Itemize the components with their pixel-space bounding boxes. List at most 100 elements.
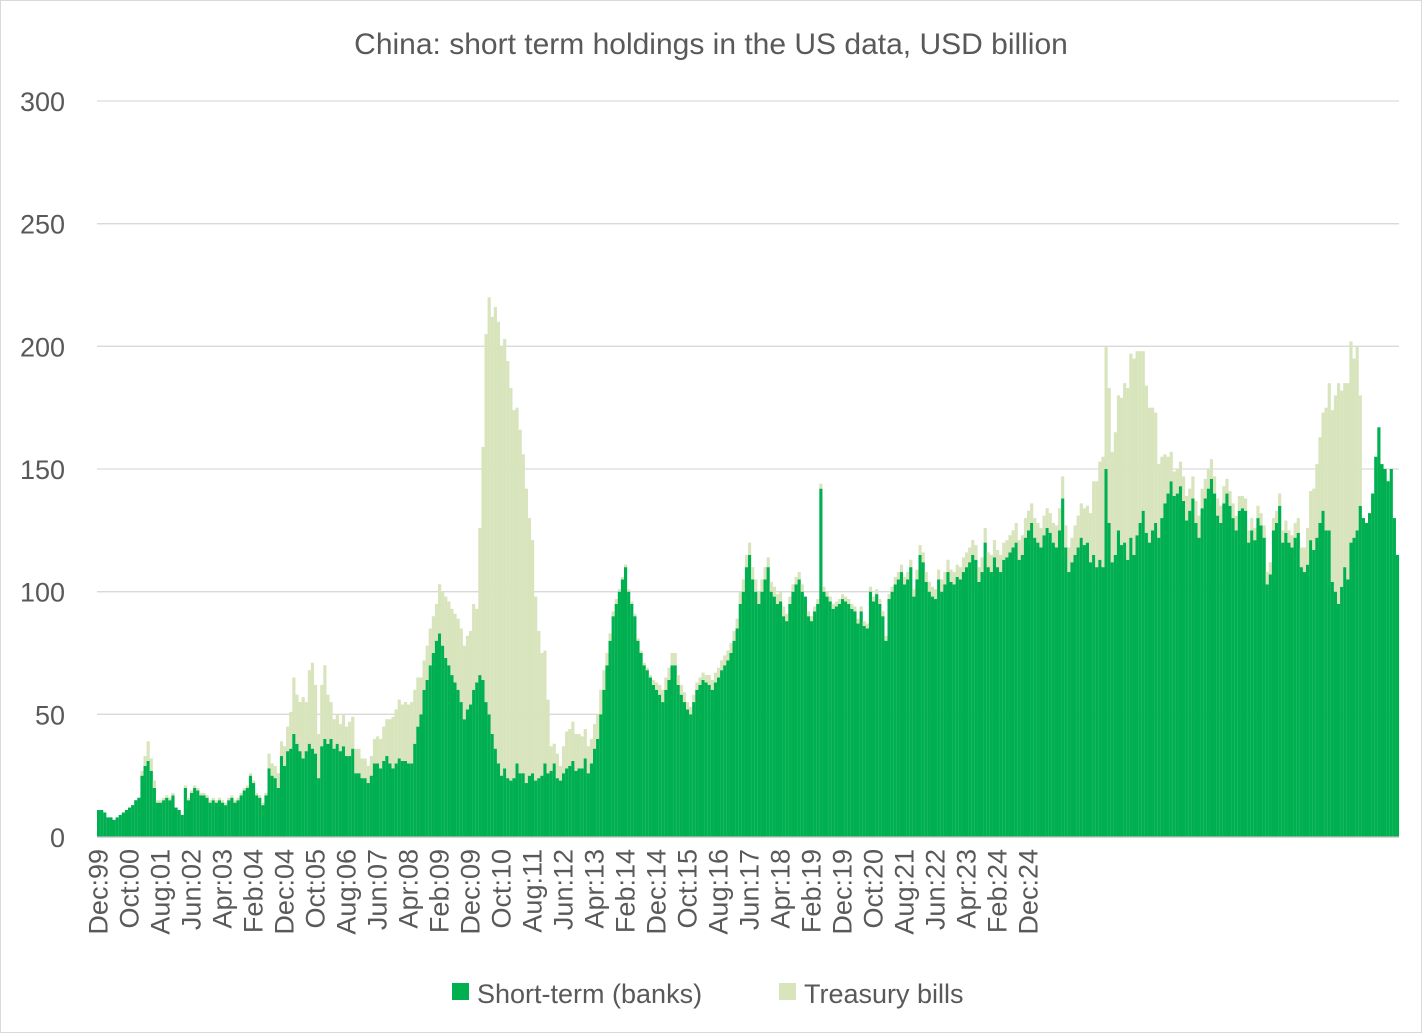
bar-treasury-bills	[447, 601, 451, 666]
bar-short-term-banks	[639, 653, 643, 837]
bar-short-term-banks	[1299, 567, 1303, 837]
bar-treasury-bills	[639, 650, 643, 653]
bar-short-term-banks	[596, 738, 600, 837]
bar-treasury-bills	[1312, 488, 1316, 550]
bar-treasury-bills	[670, 653, 674, 666]
bar-treasury-bills	[568, 729, 572, 766]
bar-treasury-bills	[490, 316, 494, 734]
bar-short-term-banks	[974, 559, 978, 837]
x-tick-label: Jun:07	[363, 849, 393, 930]
bar-short-term-banks	[286, 751, 290, 837]
bar-short-term-banks	[648, 677, 652, 837]
bar-treasury-bills	[878, 599, 882, 604]
bar-treasury-bills	[1219, 505, 1223, 523]
bar-short-term-banks	[484, 702, 488, 837]
bar-treasury-bills	[1244, 498, 1248, 511]
bar-short-term-banks	[707, 684, 711, 837]
bar-short-term-banks	[329, 738, 333, 837]
bar-treasury-bills	[661, 689, 665, 703]
legend: Short-term (banks) Treasury bills	[452, 979, 964, 1009]
bar-short-term-banks	[128, 807, 132, 837]
bar-short-term-banks	[193, 787, 197, 837]
x-tick-label: Aug:01	[146, 849, 176, 935]
bar-treasury-bills	[1206, 469, 1210, 489]
bar-short-term-banks	[434, 640, 439, 837]
bar-short-term-banks	[1231, 518, 1235, 837]
bar-short-term-banks	[1259, 525, 1263, 837]
bar-short-term-banks	[403, 760, 408, 837]
bar-treasury-bills	[1017, 540, 1021, 560]
bar-short-term-banks	[314, 753, 318, 837]
bar-treasury-bills	[906, 572, 910, 580]
bar-treasury-bills	[763, 567, 767, 580]
bar-short-term-banks	[1296, 532, 1300, 837]
bar-short-term-banks	[887, 599, 891, 837]
bar-short-term-banks	[416, 726, 420, 837]
bar-treasury-bills	[797, 572, 801, 580]
bar-treasury-bills	[565, 731, 569, 769]
bar-short-term-banks	[1039, 547, 1043, 837]
bar-treasury-bills	[1343, 383, 1347, 568]
bar-short-term-banks	[890, 591, 894, 837]
bar-treasury-bills	[379, 738, 383, 769]
bar-treasury-bills	[1259, 513, 1263, 526]
bar-short-term-banks	[713, 682, 718, 837]
bar-short-term-banks	[1101, 567, 1105, 837]
bar-short-term-banks	[1178, 486, 1183, 837]
x-tick-label: Oct:20	[859, 849, 889, 929]
bar-short-term-banks	[686, 709, 690, 837]
bar-short-term-banks	[580, 768, 584, 837]
bar-short-term-banks	[332, 748, 336, 837]
bar-short-term-banks	[577, 768, 581, 837]
bar-short-term-banks	[896, 579, 900, 837]
bar-treasury-bills	[444, 596, 448, 658]
bar-treasury-bills	[996, 549, 1000, 568]
bar-treasury-bills	[965, 552, 969, 568]
bar-short-term-banks	[1067, 572, 1071, 837]
bar-short-term-banks	[723, 665, 727, 837]
bar-short-term-banks	[1364, 522, 1369, 837]
bar-short-term-banks	[155, 802, 160, 837]
bar-short-term-banks	[1051, 542, 1055, 837]
bar-short-term-banks	[794, 584, 798, 837]
bar-short-term-banks	[562, 773, 566, 837]
bar-short-term-banks	[174, 807, 178, 837]
y-tick-label: 300	[20, 87, 65, 117]
bar-treasury-bills	[341, 714, 346, 747]
bar-short-term-banks	[1389, 469, 1393, 837]
bar-treasury-bills	[509, 388, 513, 781]
bar-short-term-banks	[667, 679, 671, 837]
bar-treasury-bills	[1011, 530, 1015, 548]
bar-treasury-bills	[958, 567, 962, 580]
bar-short-term-banks	[444, 657, 448, 837]
bar-treasury-bills	[887, 594, 891, 600]
x-tick-label: Apr:18	[766, 849, 796, 929]
bar-treasury-bills	[1104, 346, 1108, 469]
bar-short-term-banks	[986, 567, 990, 837]
bar-short-term-banks	[766, 567, 770, 837]
bar-treasury-bills	[286, 726, 290, 752]
bar-short-term-banks	[841, 599, 845, 837]
bar-short-term-banks	[1175, 493, 1179, 837]
bar-short-term-banks	[379, 768, 383, 837]
bar-treasury-bills	[527, 518, 532, 776]
bar-short-term-banks	[221, 802, 225, 837]
x-tick-label: Apr:08	[394, 849, 424, 929]
bar-treasury-bills	[1324, 407, 1328, 531]
bar-short-term-banks	[1256, 518, 1260, 837]
bar-treasury-bills	[283, 746, 287, 766]
bar-short-term-banks	[1095, 567, 1099, 837]
x-tick-label: Apr:03	[208, 849, 238, 929]
bar-treasury-bills	[276, 773, 280, 788]
bar-short-term-banks	[732, 640, 736, 837]
bar-treasury-bills	[698, 677, 702, 685]
bar-short-term-banks	[754, 591, 758, 837]
bar-treasury-bills	[1262, 525, 1266, 538]
bar-treasury-bills	[1045, 508, 1049, 528]
bar-short-term-banks	[803, 596, 807, 837]
bar-short-term-banks	[258, 797, 262, 837]
bar-treasury-bills	[264, 792, 268, 796]
bar-treasury-bills	[162, 797, 166, 801]
bar-short-term-banks	[658, 694, 662, 837]
bar-treasury-bills	[692, 694, 696, 703]
